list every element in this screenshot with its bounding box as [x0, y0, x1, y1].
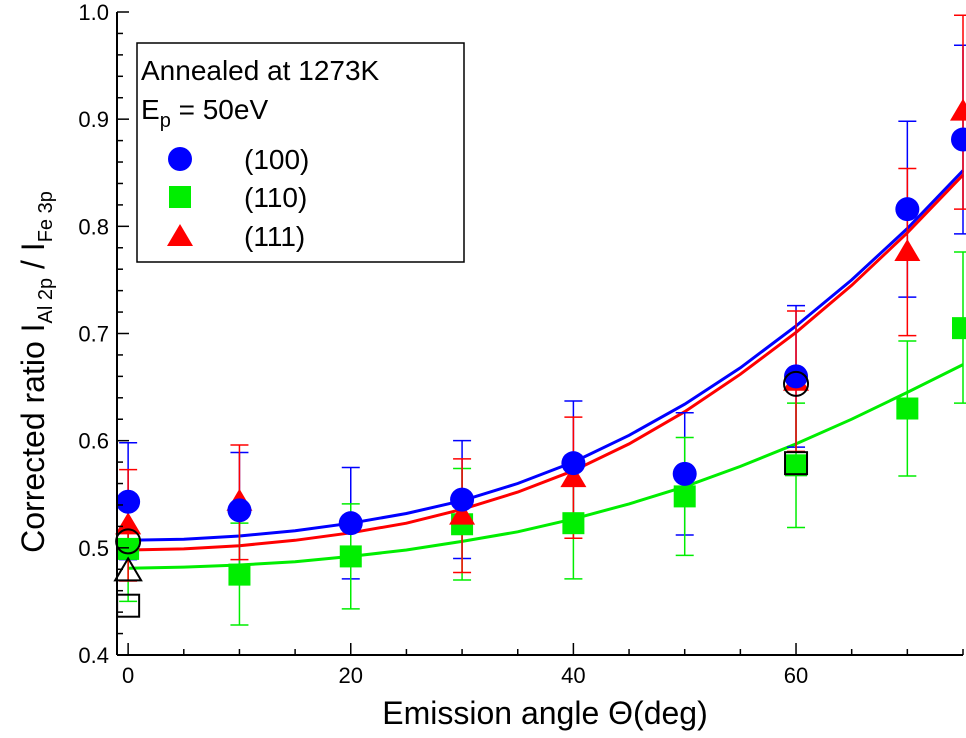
data-point-110 [952, 317, 966, 340]
x-axis-title: Emission angle Θ(deg) [382, 695, 707, 731]
x-tick-label: 40 [561, 663, 585, 688]
data-point-100 [951, 127, 966, 152]
data-point-111 [560, 465, 587, 488]
legend-label-110: (110) [244, 182, 307, 213]
fit-curves [128, 169, 965, 570]
legend-energy: Ep = 50eV [141, 94, 268, 132]
x-tick-label: 60 [784, 663, 808, 688]
x-tick-label: 0 [122, 663, 134, 688]
data-point-100 [338, 511, 363, 536]
data-point-100 [116, 489, 141, 514]
data-point-110 [339, 545, 362, 568]
data-point-110 [228, 563, 251, 586]
y-axis-title-prefix: Corrected ratio I [15, 323, 51, 552]
data-point-111 [894, 239, 921, 262]
legend-energy-suffix: = 50eV [171, 94, 269, 125]
fit-curve-111 [128, 173, 965, 552]
data-point-100 [784, 364, 809, 389]
data-point-110 [562, 512, 585, 535]
x-axis-title-suffix: (deg) [633, 695, 708, 731]
data-point-100 [227, 498, 252, 523]
data-point-100 [672, 461, 697, 486]
x-axis-title-symbol: Θ [608, 695, 633, 731]
x-axis-title-prefix: Emission angle [382, 695, 608, 731]
legend-marker-111 [167, 224, 193, 246]
fit-curve-110 [128, 363, 964, 570]
open-marker-square [784, 451, 809, 476]
data-point-110 [785, 454, 808, 477]
y-tick-label: 0.6 [78, 429, 109, 454]
y-tick-label: 0.8 [78, 214, 109, 239]
legend: Annealed at 1273K Ep = 50eV (100) (110) … [136, 42, 465, 263]
legend-label-100: (100) [244, 144, 309, 175]
data-point-111 [449, 502, 476, 525]
y-tick-label: 1.0 [78, 0, 109, 25]
data-point-111 [950, 98, 966, 121]
y-tick-label: 0.7 [78, 322, 109, 347]
data-point-100 [561, 451, 586, 476]
x-tick-label: 20 [339, 663, 363, 688]
legend-label-111: (111) [244, 221, 305, 252]
open-marker-circle [783, 370, 810, 397]
legend-energy-prefix: E [141, 94, 160, 125]
data-point-100 [450, 487, 475, 512]
data-point-110 [896, 397, 919, 420]
data-point-100 [895, 197, 920, 222]
y-tick-label: 0.5 [78, 536, 109, 561]
legend-title: Annealed at 1273K [141, 55, 380, 86]
legend-marker-110 [169, 186, 191, 208]
legend-energy-sub: p [160, 110, 171, 132]
y-tick-label: 0.9 [78, 107, 109, 132]
axes: 0 20 40 60 0.4 0.5 0.6 0.7 0.8 0.9 1.0 [78, 0, 964, 688]
y-axis-title-sub2: Fe 3p [35, 191, 57, 242]
y-tick-label: 0.4 [78, 643, 109, 668]
legend-marker-100 [168, 147, 192, 171]
data-point-110 [673, 485, 696, 508]
y-axis-title-sub1: Al 2p [35, 278, 57, 324]
data-point-110 [117, 537, 140, 560]
y-axis-title: Corrected ratio IAl 2p / IFe 3p [15, 191, 57, 553]
fit-curve-100 [128, 169, 965, 542]
data-point-111 [115, 512, 142, 535]
legend-box [136, 42, 465, 263]
y-axis-title-mid: / I [15, 242, 51, 278]
data-markers [115, 98, 966, 586]
